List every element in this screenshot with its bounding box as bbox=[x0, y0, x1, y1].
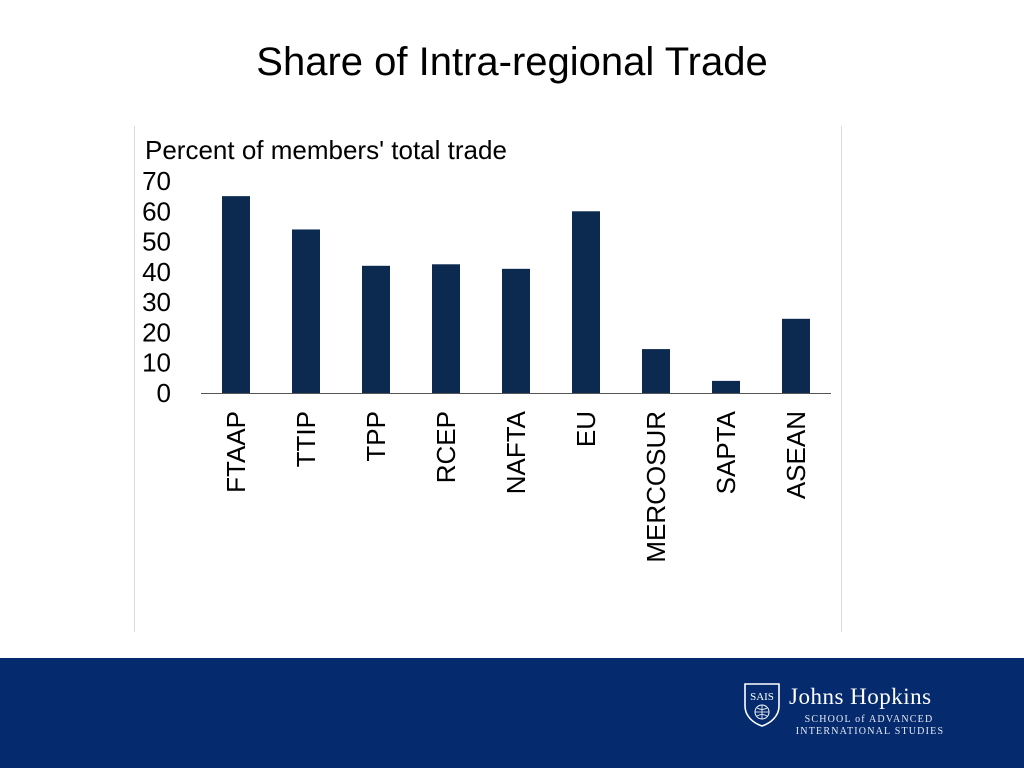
logo-school-line2: INTERNATIONAL STUDIES bbox=[795, 726, 945, 737]
x-tick-label: MERCOSUR bbox=[641, 411, 671, 563]
bar-nafta bbox=[502, 268, 530, 393]
bars bbox=[222, 196, 810, 393]
sais-logo: SAIS Johns Hopkins SCHOOL of ADVANCED IN… bbox=[743, 682, 983, 742]
y-axis-label: Percent of members' total trade bbox=[145, 135, 507, 165]
x-tick-label: ASEAN bbox=[781, 411, 811, 499]
bar-chart: Percent of members' total trade 01020304… bbox=[142, 135, 831, 563]
x-tick-label: RCEP bbox=[431, 411, 461, 483]
footer-band: SAIS Johns Hopkins SCHOOL of ADVANCED IN… bbox=[0, 658, 1024, 768]
sais-seal-icon: SAIS bbox=[744, 683, 780, 727]
bar-rcep bbox=[432, 264, 460, 393]
bar-mercosur bbox=[642, 349, 670, 393]
chart-frame: Percent of members' total trade 0 10 20 30 4… bbox=[134, 126, 842, 632]
y-tick-label: 60 bbox=[142, 196, 171, 226]
logo-school-line1: SCHOOL of ADVANCED bbox=[804, 714, 934, 725]
bar-ftaap bbox=[222, 196, 250, 393]
bar-tpp bbox=[362, 265, 390, 393]
x-axis-labels: FTAAP TTIP TPP RCEP NAFTA EU MERCOSUR SAPTA ASEA… bbox=[221, 410, 811, 562]
seal-text: SAIS bbox=[750, 691, 774, 703]
y-tick-label: 70 bbox=[142, 166, 171, 196]
slide-title: Share of Intra-regional Trade bbox=[256, 40, 768, 84]
x-tick-label: EU bbox=[571, 411, 601, 447]
y-tick-label: 40 bbox=[142, 257, 171, 287]
y-tick-label: 20 bbox=[142, 317, 171, 347]
x-tick-label: TTIP bbox=[291, 411, 321, 467]
x-tick-label: SAPTA bbox=[711, 410, 741, 494]
y-tick-label: 10 bbox=[142, 348, 171, 378]
bar-asean bbox=[782, 318, 810, 393]
logo-name: Johns Hopkins bbox=[789, 684, 932, 709]
bar-ttip bbox=[292, 229, 320, 393]
y-tick-label: 30 bbox=[142, 287, 171, 317]
x-tick-label: FTAAP bbox=[221, 411, 251, 493]
bar-sapta bbox=[712, 380, 740, 393]
y-tick-label: 50 bbox=[142, 227, 171, 257]
x-tick-label: NAFTA bbox=[501, 410, 531, 494]
y-tick-label: 0 bbox=[157, 378, 171, 408]
bar-eu bbox=[572, 211, 600, 393]
x-tick-label: TPP bbox=[361, 411, 391, 462]
